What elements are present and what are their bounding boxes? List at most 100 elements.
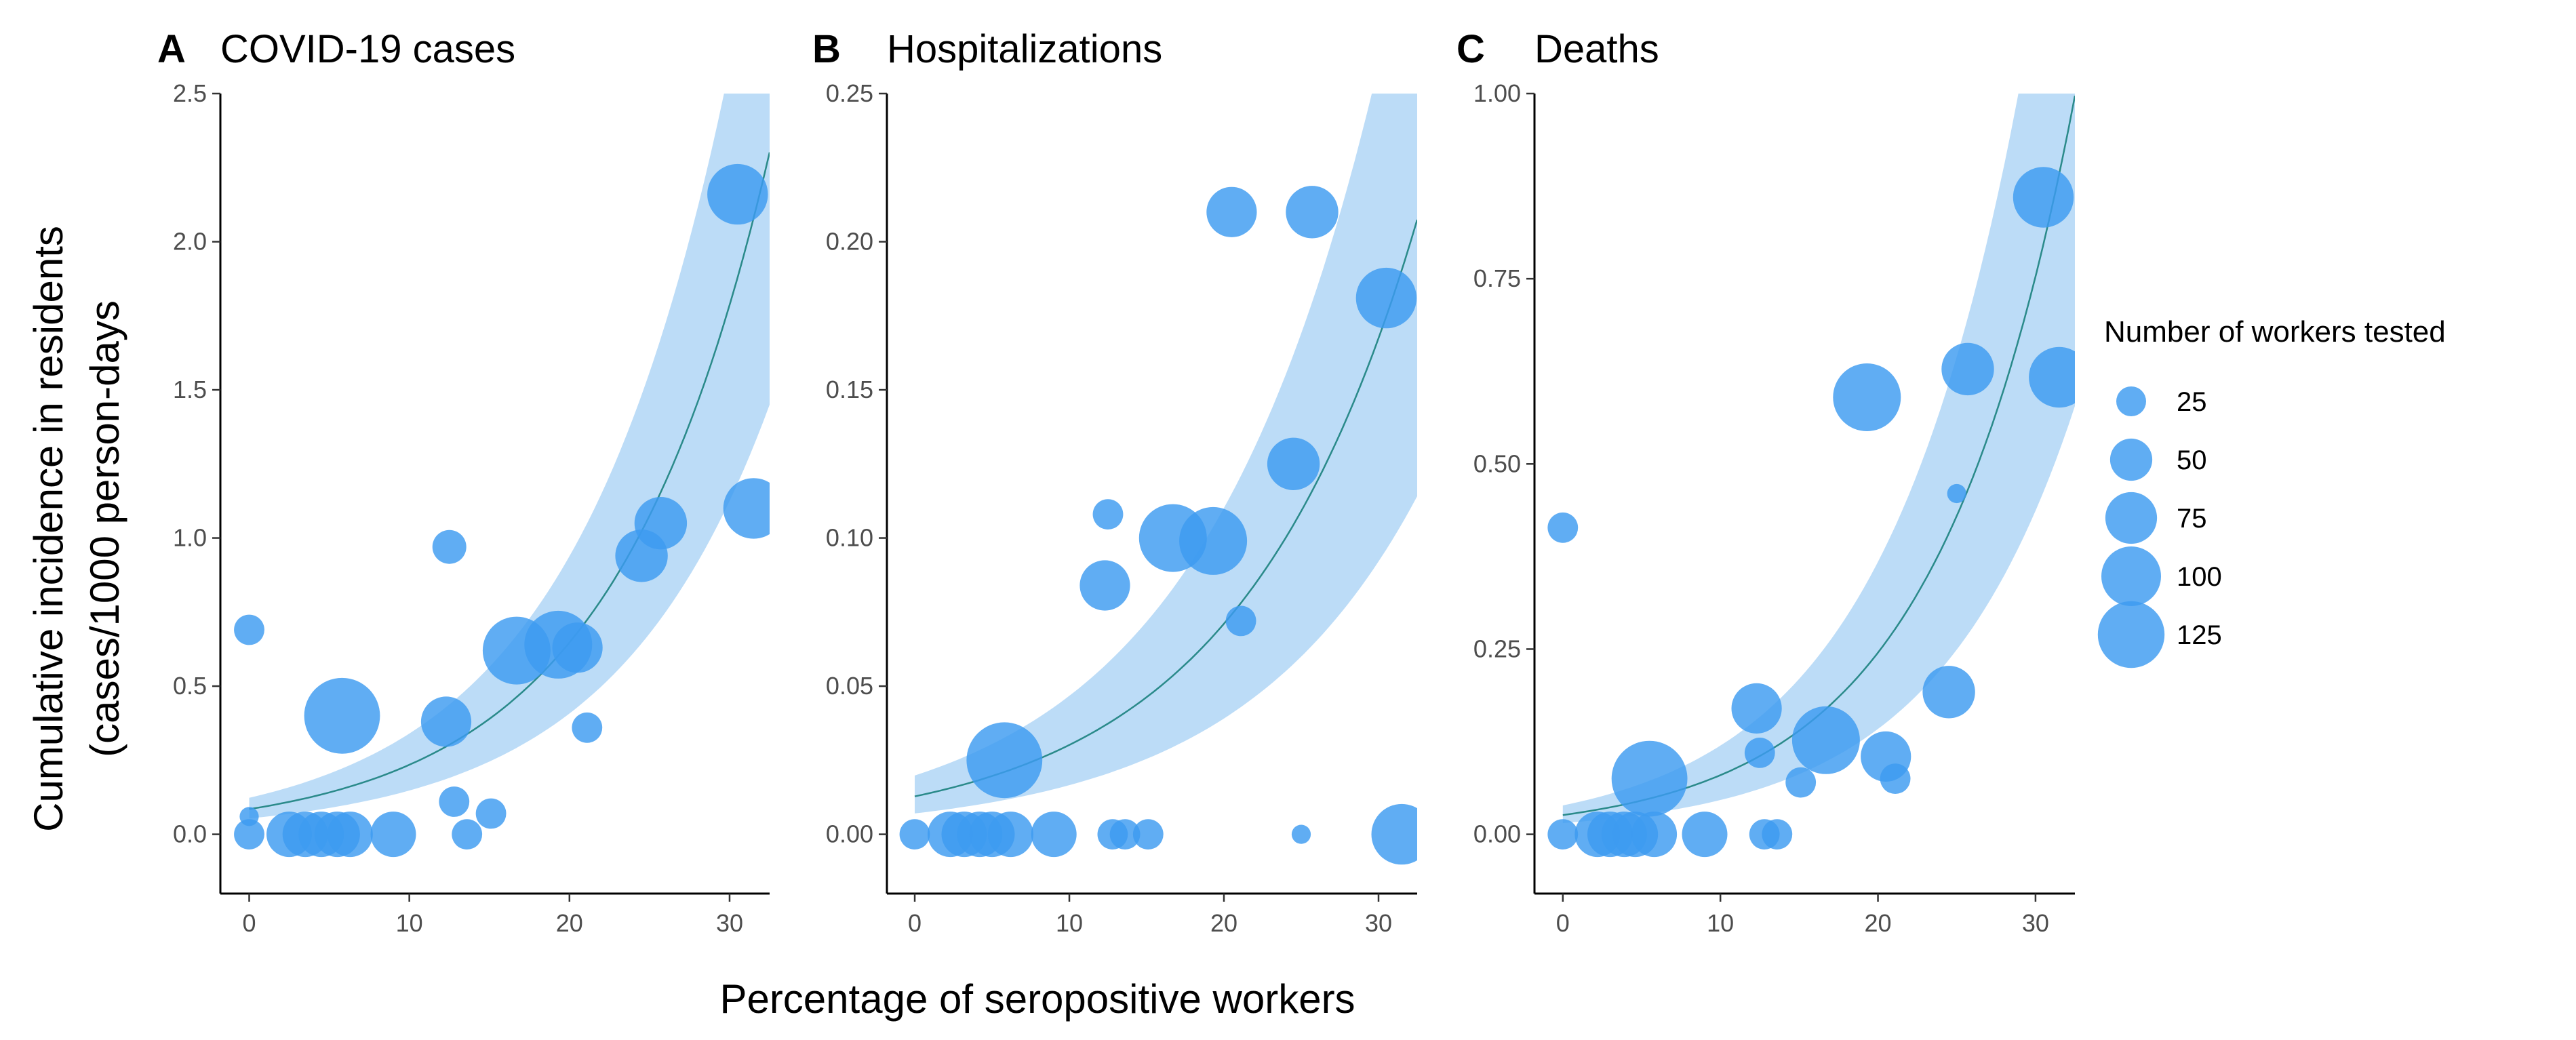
data-point bbox=[552, 622, 603, 673]
data-point bbox=[1785, 767, 1817, 798]
y-axis-title-line1: Cumulative incidence in residents bbox=[26, 226, 71, 832]
y-tick-label: 0.20 bbox=[826, 228, 873, 256]
panel-letter: C bbox=[1457, 27, 1485, 71]
data-point bbox=[1079, 560, 1130, 611]
legend-symbol bbox=[2097, 601, 2165, 668]
legend-label: 75 bbox=[2177, 504, 2207, 534]
legend-title: Number of workers tested bbox=[2104, 315, 2446, 348]
y-tick-label: 0.25 bbox=[1473, 635, 1521, 662]
data-point bbox=[1731, 683, 1782, 734]
confidence-band bbox=[249, 94, 770, 819]
data-point bbox=[1286, 186, 1339, 239]
data-point bbox=[420, 696, 472, 747]
data-point bbox=[1631, 812, 1678, 858]
x-tick-label: 20 bbox=[1865, 909, 1892, 937]
data-point bbox=[572, 712, 603, 743]
panel-a: 0.0 0.5 1.0 1.5 2.0 2.5 0 10 20 30 A COVID-19 cases bbox=[157, 27, 770, 937]
panel-title: Deaths bbox=[1534, 27, 1659, 71]
legend-label: 50 bbox=[2177, 445, 2207, 475]
panel-title: Hospitalizations bbox=[887, 27, 1162, 71]
data-point bbox=[966, 722, 1043, 799]
panel-letter: B bbox=[812, 27, 841, 71]
y-tick-label: 1.0 bbox=[173, 524, 207, 552]
data-point bbox=[1880, 763, 1911, 794]
data-point bbox=[1762, 819, 1793, 849]
data-point bbox=[1355, 267, 1417, 329]
data-point bbox=[1744, 738, 1775, 768]
confidence-band bbox=[915, 94, 1417, 814]
data-point bbox=[723, 478, 770, 539]
panel-b: 0.00 0.05 0.10 0.15 0.20 0.25 0 10 20 30 B Hospital… bbox=[812, 27, 1417, 937]
legend-symbol bbox=[2116, 386, 2146, 416]
data-point bbox=[634, 497, 688, 550]
legend-entries: 25 50 75 100 125 bbox=[2097, 386, 2222, 668]
data-point bbox=[1225, 605, 1256, 637]
data-point bbox=[304, 677, 380, 754]
x-tick-label: 10 bbox=[1707, 909, 1734, 937]
data-point bbox=[2013, 167, 2074, 228]
data-point bbox=[475, 798, 507, 829]
y-tick-label: 0.05 bbox=[826, 672, 873, 700]
panels: 0.0 0.5 1.0 1.5 2.0 2.5 0 10 20 30 A COVID-19 cases… bbox=[157, 27, 2075, 937]
y-tick-label: 1.5 bbox=[173, 376, 207, 403]
y-tick-label: 0.75 bbox=[1473, 264, 1521, 292]
x-tick-label: 30 bbox=[2022, 909, 2049, 937]
plot-area bbox=[899, 94, 1417, 865]
legend-symbol bbox=[2105, 492, 2158, 544]
y-tick-label: 2.5 bbox=[173, 79, 207, 107]
x-tick-label: 30 bbox=[716, 909, 743, 937]
plot-area bbox=[1547, 94, 2075, 858]
data-point bbox=[1791, 706, 1860, 774]
data-point bbox=[1206, 186, 1257, 237]
y-tick-label: 0.15 bbox=[826, 376, 873, 403]
legend-label: 25 bbox=[2177, 387, 2207, 417]
x-tick-label: 0 bbox=[908, 909, 922, 937]
y-tick-label: 0.5 bbox=[173, 672, 207, 700]
data-point bbox=[1031, 812, 1077, 858]
data-point bbox=[1179, 506, 1248, 575]
y-axis-title-line2: (cases/1000 person-days bbox=[82, 300, 127, 757]
legend-symbol bbox=[2101, 546, 2161, 606]
x-axis-title: Percentage of seropositive workers bbox=[719, 976, 1355, 1022]
data-point bbox=[1547, 819, 1579, 849]
y-tick-label: 0.0 bbox=[173, 820, 207, 848]
data-point bbox=[452, 819, 483, 849]
data-point bbox=[1092, 499, 1124, 529]
panel-title: COVID-19 cases bbox=[220, 27, 515, 71]
y-tick-label: 0.10 bbox=[826, 524, 873, 552]
data-point bbox=[1947, 483, 1966, 504]
data-point bbox=[2029, 346, 2075, 408]
data-point bbox=[234, 614, 264, 645]
y-tick-label: 0.00 bbox=[826, 820, 873, 848]
y-tick-label: 0.50 bbox=[1473, 449, 1521, 477]
y-tick-label: 1.00 bbox=[1473, 79, 1521, 107]
legend-symbol bbox=[2109, 438, 2153, 481]
data-point bbox=[707, 163, 768, 225]
data-point bbox=[432, 529, 467, 564]
panel-c: 0.00 0.25 0.50 0.75 1.00 0 10 20 30 C Deaths bbox=[1457, 27, 2075, 937]
data-point bbox=[439, 786, 470, 817]
data-point bbox=[1371, 803, 1417, 865]
data-point bbox=[1833, 363, 1901, 431]
x-tick-label: 30 bbox=[1365, 909, 1392, 937]
x-tick-label: 10 bbox=[396, 909, 423, 937]
legend: Number of workers tested 25 50 75 100 125 bbox=[2097, 315, 2446, 668]
confidence-band bbox=[1562, 94, 2075, 824]
y-tick-label: 0.25 bbox=[826, 79, 873, 107]
legend-label: 125 bbox=[2177, 620, 2222, 650]
data-point bbox=[1547, 512, 1579, 543]
data-point bbox=[1682, 812, 1728, 858]
x-tick-label: 0 bbox=[242, 909, 256, 937]
data-point bbox=[1611, 740, 1688, 817]
x-tick-label: 20 bbox=[1210, 909, 1237, 937]
panel-letter: A bbox=[157, 27, 186, 71]
x-tick-label: 20 bbox=[556, 909, 583, 937]
data-point bbox=[1132, 819, 1164, 849]
data-point bbox=[1267, 437, 1320, 490]
fit-curve bbox=[249, 152, 770, 810]
data-point bbox=[1291, 824, 1311, 844]
data-point bbox=[899, 819, 930, 849]
y-tick-label: 0.00 bbox=[1473, 820, 1521, 848]
legend-label: 100 bbox=[2177, 562, 2222, 592]
